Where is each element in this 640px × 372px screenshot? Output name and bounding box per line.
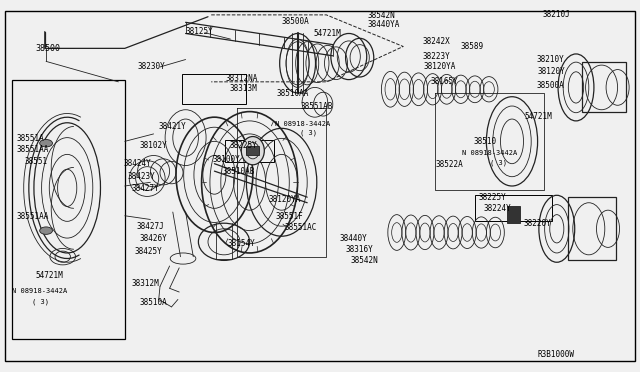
Text: ( 3): ( 3) [490,160,507,166]
Text: 38510A: 38510A [140,298,167,307]
Text: 38224Y: 38224Y [483,204,511,213]
Bar [182,74,246,104]
Text: 38242X: 38242X [422,37,450,46]
Text: 38313M: 38313M [229,84,257,93]
Bar [12,80,125,339]
Text: 38225Y: 38225Y [479,193,506,202]
Bar [475,195,552,221]
Text: 38510: 38510 [474,137,497,146]
Text: 38542N: 38542N [368,11,396,20]
Text: 38500A: 38500A [282,17,309,26]
Text: 38312NA: 38312NA [225,74,258,83]
Text: 38423Y: 38423Y [128,172,156,181]
Text: 38230Y: 38230Y [138,62,165,71]
Bar [246,146,259,155]
Text: 38551: 38551 [24,157,47,166]
Text: 38500A: 38500A [536,81,564,90]
Text: 38424Y: 38424Y [124,159,151,168]
Bar [568,197,616,260]
Text: 38102Y: 38102Y [140,141,167,150]
Text: 38210Y: 38210Y [536,55,564,64]
Text: 38589: 38589 [461,42,484,51]
Text: 38120YA: 38120YA [269,195,301,203]
Text: N 08918-3442A: N 08918-3442A [12,288,67,294]
Text: 38100Y: 38100Y [212,155,240,164]
Text: R3B1000W: R3B1000W [538,350,575,359]
Text: 38220Y: 38220Y [524,219,551,228]
Text: 38440Y: 38440Y [339,234,367,243]
Text: 38522A: 38522A [435,160,463,169]
Text: 38427J: 38427J [136,222,164,231]
Text: ( 3): ( 3) [32,298,49,305]
Text: 38551AA: 38551AA [17,145,49,154]
Text: 38120Y: 38120Y [538,67,565,76]
Text: 38154Y: 38154Y [227,239,255,248]
Ellipse shape [40,140,52,147]
Ellipse shape [241,137,264,165]
Text: N 08918-3442A: N 08918-3442A [275,121,330,126]
Text: 38551AA: 38551AA [17,212,49,221]
Text: 38510AB: 38510AB [223,167,255,176]
Text: 38223Y: 38223Y [422,52,450,61]
Ellipse shape [40,227,52,234]
Text: 38510AA: 38510AA [276,89,309,98]
Bar [582,62,626,112]
Text: 38225Y: 38225Y [229,141,257,150]
Text: 38426Y: 38426Y [140,234,167,243]
Text: 38551F: 38551F [275,212,303,221]
Text: 38500: 38500 [35,44,60,53]
Bar [225,140,274,162]
Text: 54721M: 54721M [314,29,341,38]
Text: 38427Y: 38427Y [131,184,159,193]
Text: 38316Y: 38316Y [346,245,373,254]
Text: 38312M: 38312M [131,279,159,288]
Bar [507,206,520,223]
Text: 38210J: 38210J [543,10,570,19]
Text: ( 3): ( 3) [300,129,317,136]
Text: 38120YA: 38120YA [424,62,456,71]
Text: 38551AB: 38551AB [301,102,333,110]
Text: 38551AC: 38551AC [285,223,317,232]
Text: 38551A: 38551A [17,134,44,143]
Text: N 08918-3442A: N 08918-3442A [462,150,517,155]
Text: 54721M: 54721M [525,112,552,121]
Text: 38421Y: 38421Y [159,122,186,131]
Text: 38125Y: 38125Y [186,27,213,36]
Text: 38440YA: 38440YA [368,20,401,29]
Text: 38165Y: 38165Y [430,77,458,86]
Text: 54721M: 54721M [35,271,63,280]
Text: 38542N: 38542N [351,256,378,265]
Text: 38425Y: 38425Y [134,247,162,256]
